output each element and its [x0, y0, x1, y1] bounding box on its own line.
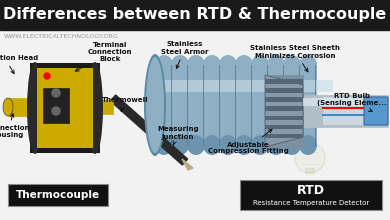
Ellipse shape	[3, 98, 13, 116]
Bar	[265, 75, 303, 147]
Bar	[303, 98, 388, 106]
Circle shape	[52, 107, 60, 115]
Bar	[43, 88, 69, 123]
Text: RTD: RTD	[297, 185, 325, 198]
Ellipse shape	[187, 55, 205, 75]
Bar	[155, 80, 333, 92]
Text: Stainless
Steel Armor: Stainless Steel Armor	[161, 42, 209, 68]
Text: WWW.ELECTRICALTECHNOLOGY.ORG: WWW.ELECTRICALTECHNOLOGY.ORG	[4, 35, 119, 40]
Bar	[251, 62, 269, 142]
Ellipse shape	[155, 55, 173, 75]
Ellipse shape	[155, 135, 173, 155]
Bar	[203, 62, 221, 142]
Bar	[155, 62, 173, 142]
Ellipse shape	[203, 55, 221, 75]
Circle shape	[295, 143, 325, 173]
Ellipse shape	[187, 135, 205, 155]
Bar	[8, 184, 108, 206]
Bar	[0, 0, 390, 30]
Circle shape	[52, 89, 60, 97]
Bar	[235, 62, 253, 142]
Polygon shape	[110, 95, 188, 165]
Polygon shape	[265, 75, 303, 147]
Text: Terminal
Connection
Block: Terminal Connection Block	[75, 42, 132, 71]
Bar	[323, 97, 386, 125]
Text: Stainless Steel Sheeth
Minimizes Corrosion: Stainless Steel Sheeth Minimizes Corrosi…	[250, 46, 340, 72]
Bar	[265, 106, 303, 111]
Ellipse shape	[171, 55, 189, 75]
Bar	[265, 79, 303, 84]
Bar	[187, 62, 205, 142]
Polygon shape	[182, 159, 193, 170]
Bar	[30, 143, 100, 153]
Bar	[171, 62, 189, 142]
Text: Connection
Housing: Connection Housing	[0, 114, 30, 139]
Bar	[265, 97, 303, 102]
Circle shape	[44, 73, 50, 79]
Ellipse shape	[235, 55, 253, 75]
Ellipse shape	[267, 135, 285, 155]
Bar	[30, 63, 100, 73]
Text: Measuring
Junction: Measuring Junction	[157, 126, 199, 145]
Bar	[240, 180, 382, 210]
Bar	[303, 95, 388, 127]
Bar	[265, 88, 303, 93]
Bar	[35, 68, 95, 148]
Text: Resistance Temperature Detector: Resistance Temperature Detector	[253, 200, 369, 206]
Ellipse shape	[27, 62, 43, 154]
Ellipse shape	[219, 135, 237, 155]
Ellipse shape	[219, 55, 237, 75]
Text: Thermowell: Thermowell	[102, 97, 148, 111]
Bar	[95, 100, 113, 114]
Bar	[265, 134, 303, 138]
Text: Thermocouple: Thermocouple	[16, 190, 100, 200]
Ellipse shape	[299, 55, 317, 75]
Ellipse shape	[299, 135, 317, 155]
Text: Connection Head: Connection Head	[0, 55, 39, 74]
Ellipse shape	[283, 55, 301, 75]
Ellipse shape	[283, 135, 301, 155]
Bar	[219, 62, 237, 142]
Bar	[8, 98, 35, 116]
Ellipse shape	[144, 54, 166, 156]
Ellipse shape	[235, 135, 253, 155]
Ellipse shape	[87, 62, 103, 154]
Ellipse shape	[171, 135, 189, 155]
Ellipse shape	[203, 135, 221, 155]
Bar	[283, 62, 301, 142]
Text: Adjustable
Compression Fitting: Adjustable Compression Fitting	[207, 129, 288, 154]
Ellipse shape	[267, 55, 285, 75]
Ellipse shape	[251, 135, 269, 155]
Bar	[265, 125, 303, 129]
Bar	[305, 168, 315, 174]
Text: RTD Bulb
(Sensing Eleme...: RTD Bulb (Sensing Eleme...	[317, 94, 387, 112]
FancyBboxPatch shape	[364, 97, 388, 125]
Ellipse shape	[146, 57, 164, 153]
Ellipse shape	[251, 55, 269, 75]
Bar	[267, 62, 285, 142]
Bar	[299, 62, 317, 142]
Text: Differences between RTD & Thermocouple: Differences between RTD & Thermocouple	[4, 7, 386, 22]
Bar	[37, 68, 93, 148]
Bar	[265, 116, 303, 120]
